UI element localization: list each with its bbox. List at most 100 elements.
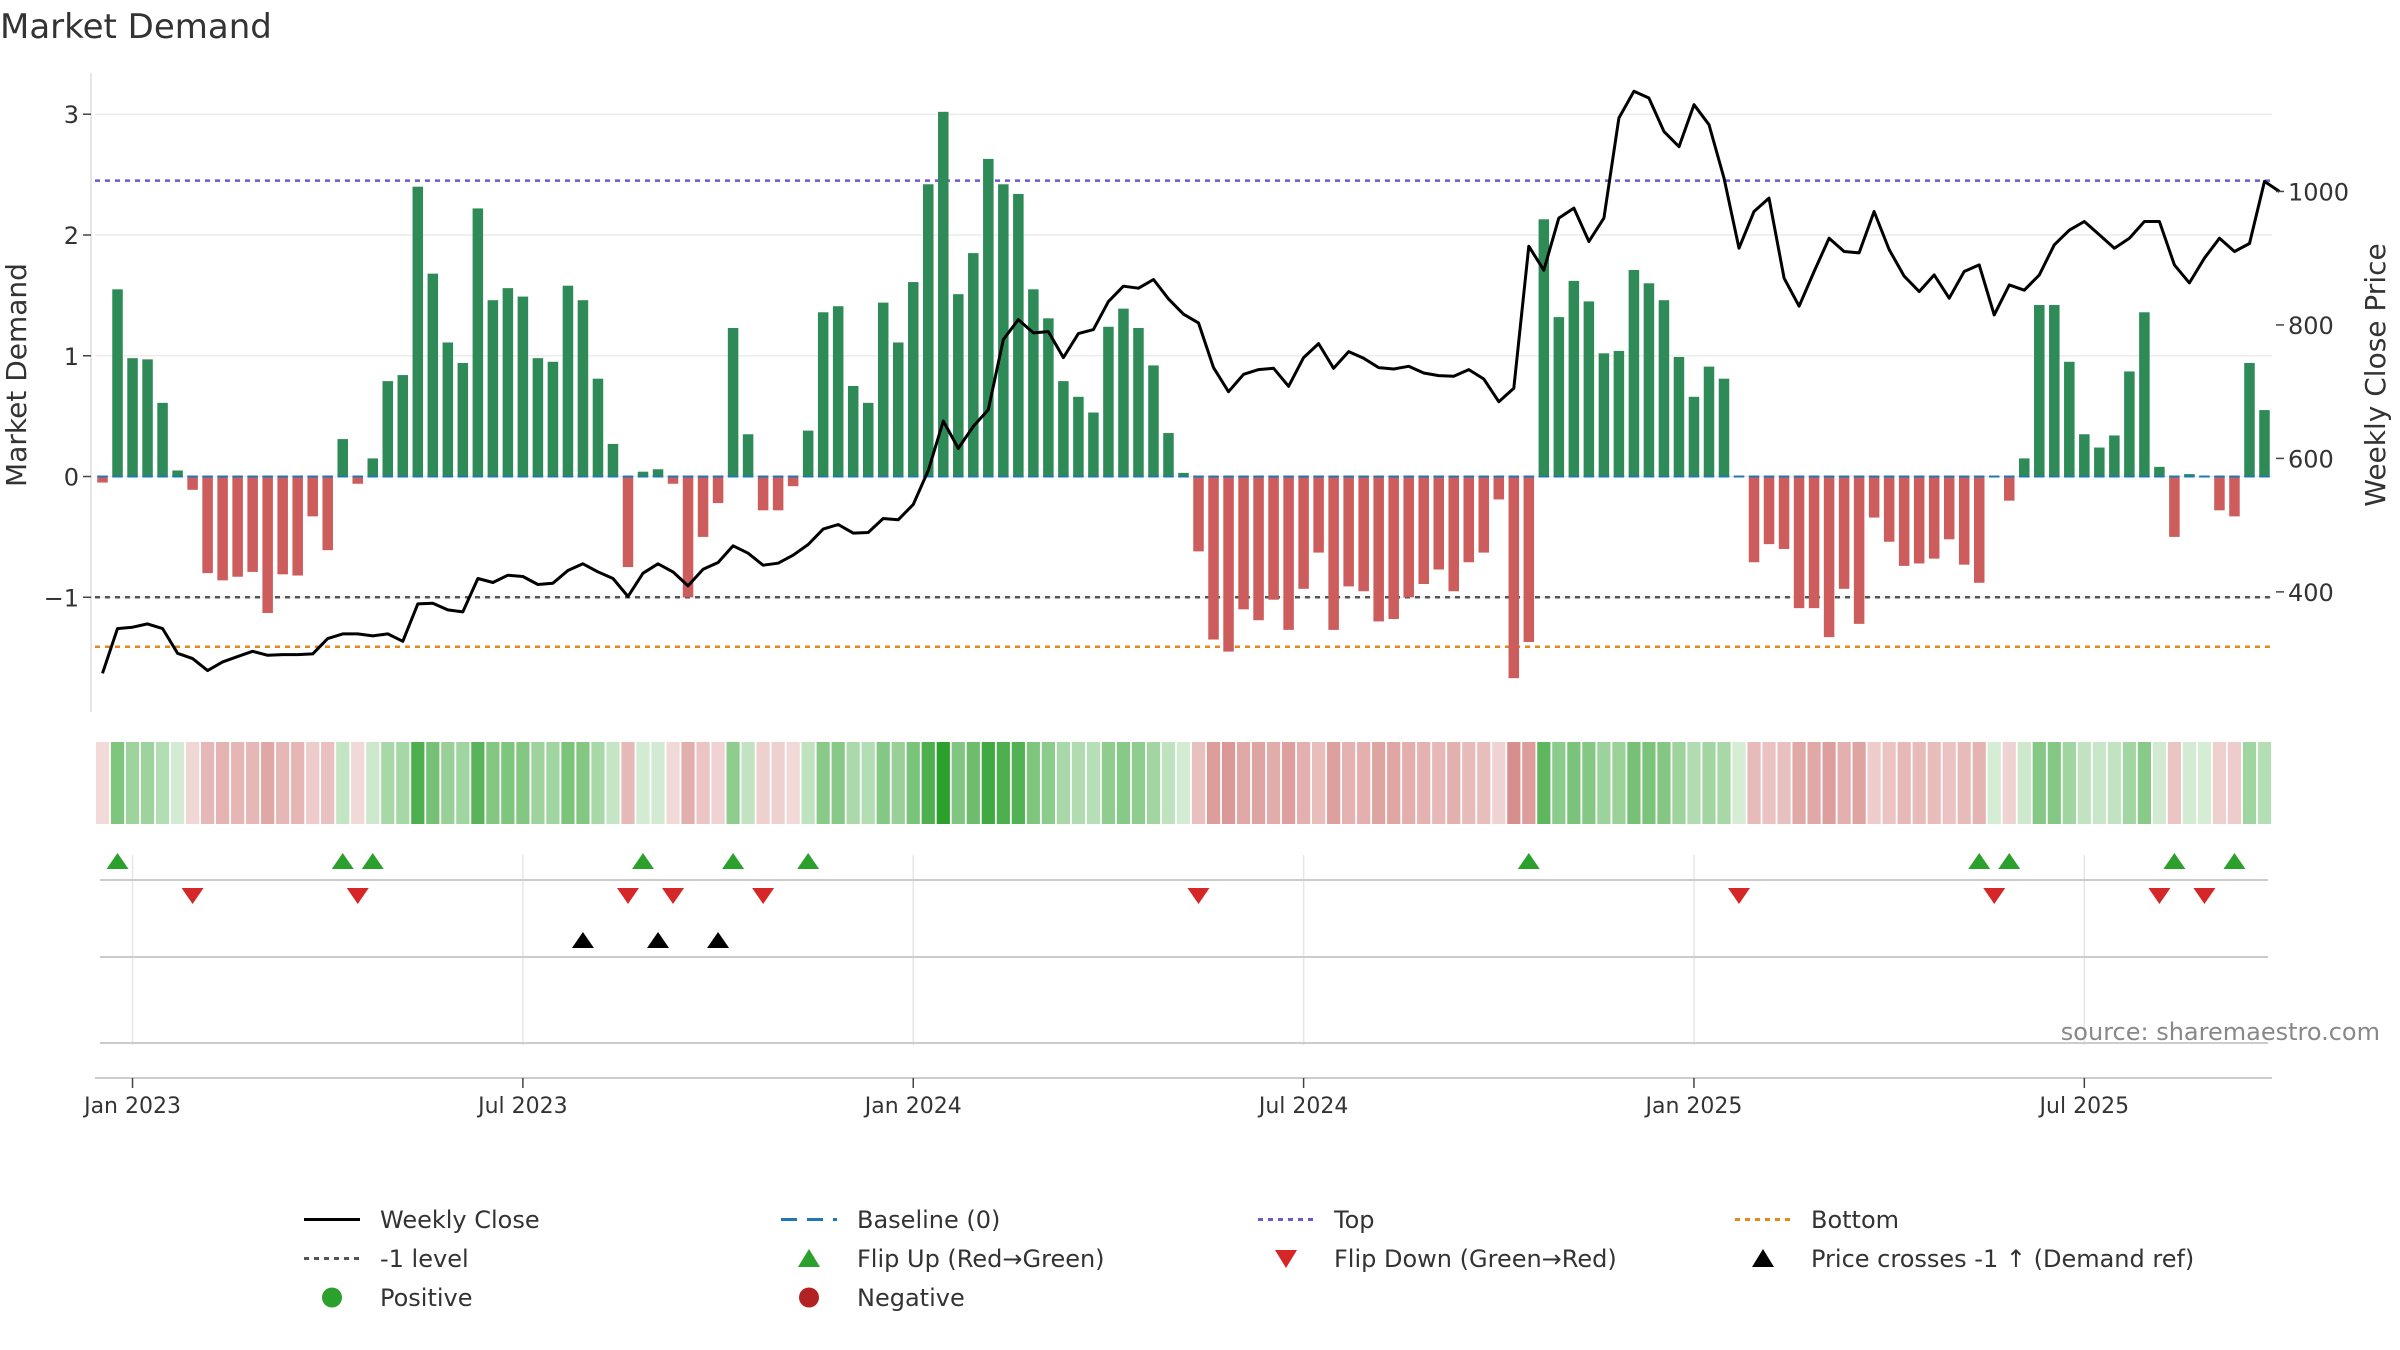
demand-bar — [787, 476, 799, 487]
demand-bar — [2259, 410, 2270, 477]
heat-cell — [1086, 742, 1101, 824]
demand-bar — [802, 430, 814, 477]
demand-bar — [217, 476, 228, 581]
demand-bar — [1913, 476, 1925, 564]
demand-bar — [307, 476, 318, 517]
circle-icon — [799, 1287, 819, 1308]
heat-cell — [1492, 742, 1506, 824]
demand-bar — [1718, 378, 1730, 477]
demand-bar — [1268, 476, 1279, 600]
demand-bar — [1748, 476, 1760, 563]
heat-cell — [2152, 742, 2167, 824]
heat-cell — [1342, 742, 1356, 824]
demand-bar — [1283, 476, 1294, 630]
demand-bar — [1313, 476, 1324, 553]
heat-cell — [396, 742, 410, 824]
heat-cell — [1236, 742, 1251, 824]
demand-bar — [1418, 476, 1429, 584]
demand-bar — [247, 476, 258, 572]
heat-cell — [1672, 742, 1686, 824]
demand-bar — [2184, 474, 2195, 477]
heat-cell — [876, 742, 890, 824]
demand-bar — [2139, 312, 2150, 477]
heat-cell — [1206, 742, 1221, 824]
heat-cell — [2137, 742, 2151, 824]
flip-up-marker — [722, 853, 745, 869]
dotted-line-swatch — [1735, 1218, 1791, 1221]
heat-cell — [1702, 742, 1716, 824]
demand-bar — [1373, 476, 1384, 622]
demand-bar — [277, 476, 288, 575]
heat-cell — [516, 742, 530, 824]
circle-icon — [322, 1287, 342, 1308]
heat-cell — [2017, 742, 2031, 824]
demand-bars — [97, 111, 2270, 679]
heat-cell — [1327, 742, 1341, 824]
demand-bar — [1493, 476, 1505, 500]
demand-bar — [1868, 476, 1880, 518]
heat-cell — [636, 742, 650, 824]
heat-cell — [1957, 742, 1971, 824]
demand-bar — [1238, 476, 1249, 610]
heat-cell — [1191, 742, 1206, 824]
demand-bar — [1133, 327, 1144, 477]
x-tick-label: Jul 2025 — [2038, 1094, 2130, 1119]
demand-bar — [697, 476, 709, 537]
demand-bar — [1118, 308, 1129, 477]
heat-cell — [1837, 742, 1851, 824]
heat-cell — [1642, 742, 1656, 824]
legend-negative: Negative — [777, 1283, 1254, 1312]
heat-cell — [381, 742, 395, 824]
legend-label: Price crosses -1 ↑ (Demand ref) — [1811, 1244, 2195, 1273]
legend-label: -1 level — [380, 1244, 469, 1273]
demand-bar — [817, 312, 829, 477]
flip-down-marker — [2193, 888, 2216, 904]
price-cross-marker — [647, 932, 670, 948]
demand-bar — [1553, 317, 1565, 477]
legend-positive: Positive — [300, 1283, 777, 1312]
demand-bar — [292, 476, 303, 576]
demand-bar — [968, 253, 979, 477]
heat-cell — [771, 742, 785, 824]
heat-cell — [216, 742, 230, 824]
demand-bar — [1793, 476, 1805, 609]
heat-cell — [1432, 742, 1446, 824]
heat-cell — [2242, 742, 2257, 824]
demand-bar — [923, 184, 934, 477]
demand-bar — [532, 358, 544, 477]
heat-cell — [696, 742, 710, 824]
demand-bar — [1898, 476, 1910, 566]
chart-title: Market Demand — [0, 7, 272, 47]
y2-tick-label: 600 — [2288, 445, 2334, 473]
x-tick-label: Jul 2023 — [476, 1094, 568, 1119]
heat-cell — [231, 742, 245, 824]
demand-bar — [1193, 476, 1204, 552]
heat-cell — [1221, 742, 1236, 824]
heat-cell — [531, 742, 545, 824]
heat-cell — [441, 742, 455, 824]
demand-heat-strip — [95, 742, 2272, 824]
demand-bar — [1208, 476, 1219, 640]
demand-bar — [2034, 305, 2045, 477]
demand-bar — [1943, 476, 1955, 540]
heat-cell — [246, 742, 260, 824]
heat-cell — [1176, 742, 1191, 824]
demand-bar — [1358, 476, 1369, 592]
heat-cell — [2182, 742, 2197, 824]
demand-bar — [2049, 305, 2060, 477]
heat-cell — [831, 742, 845, 824]
demand-bar — [953, 294, 964, 477]
heat-cell — [1612, 742, 1626, 824]
demand-bar — [1538, 219, 1550, 477]
heat-cell — [471, 742, 485, 824]
heat-cell — [1747, 742, 1761, 824]
heat-cell — [411, 742, 425, 824]
heat-cell — [2122, 742, 2136, 824]
demand-bar — [682, 476, 694, 598]
heat-cell — [321, 742, 335, 824]
heat-cell — [1567, 742, 1581, 824]
heat-cell — [1297, 742, 1311, 824]
demand-bar — [112, 289, 123, 477]
heat-cell — [936, 742, 950, 824]
heat-cell — [1101, 742, 1116, 824]
